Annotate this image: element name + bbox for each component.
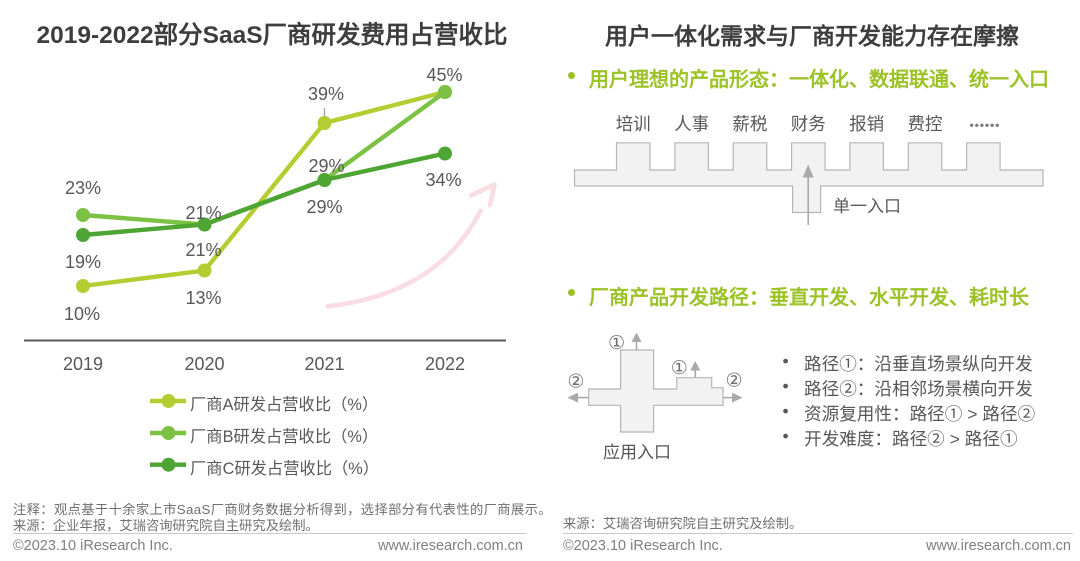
- svg-text:②: ②: [725, 371, 742, 392]
- svg-text:报销: 报销: [849, 114, 884, 134]
- svg-text:财务: 财务: [791, 114, 826, 134]
- svg-text:人事: 人事: [674, 114, 709, 134]
- svg-text:①: ①: [608, 333, 625, 354]
- svg-text:薪税: 薪税: [732, 114, 767, 134]
- svg-text:②: ②: [567, 372, 584, 393]
- svg-text:①: ①: [671, 358, 688, 379]
- svg-text:费控: 费控: [908, 114, 943, 134]
- svg-text:培训: 培训: [616, 114, 651, 134]
